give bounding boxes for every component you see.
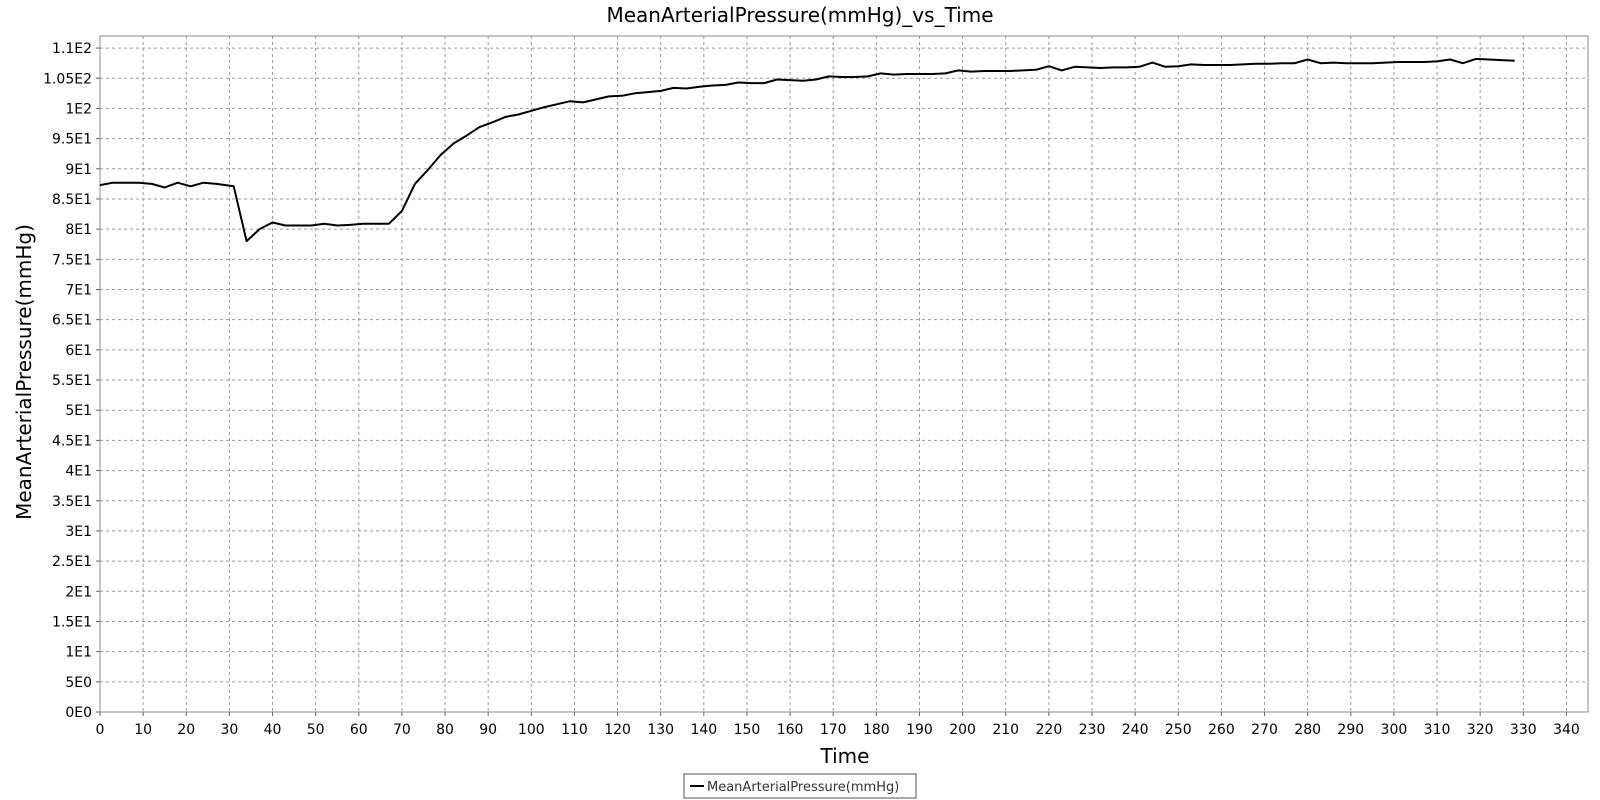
x-tick-label: 170	[820, 722, 847, 738]
x-tick-label: 150	[734, 722, 761, 738]
x-tick-label: 120	[604, 722, 631, 738]
series-layer	[99, 57, 1515, 243]
legend-label: MeanArterialPressure(mmHg)	[707, 780, 899, 795]
y-tick-label: 2E1	[65, 584, 92, 600]
y-tick-label: 5.5E1	[52, 373, 92, 389]
y-tick-label: 9.5E1	[52, 132, 92, 148]
x-tick-label: 110	[561, 722, 588, 738]
x-tick-label: 320	[1467, 722, 1494, 738]
y-tick-label: 5E0	[65, 675, 92, 691]
x-tick-label: 90	[479, 722, 497, 738]
x-tick-label: 130	[647, 722, 674, 738]
y-tick-label: 3.5E1	[52, 494, 92, 510]
x-tick-label: 270	[1251, 722, 1278, 738]
y-tick-label: 7.5E1	[52, 252, 92, 268]
y-tick-label: 2.5E1	[52, 554, 92, 570]
y-axis: 0E0 5E0 1E1 1.5E1 2E1 2.5E1 3E1 3.5E1 4E1 4.5E1 5E…	[43, 41, 100, 721]
x-axis-label: Time	[820, 744, 870, 768]
x-tick-label: 190	[906, 722, 933, 738]
x-tick-label: 40	[264, 722, 282, 738]
x-tick-label: 230	[1079, 722, 1106, 738]
grid	[99, 36, 1588, 713]
x-tick-label: 10	[134, 722, 152, 738]
x-tick-label: 100	[518, 722, 545, 738]
y-tick-label: 1.05E2	[43, 71, 92, 87]
y-tick-label: 1.5E1	[52, 614, 92, 630]
x-tick-label: 70	[393, 722, 411, 738]
x-tick-label: 330	[1510, 722, 1537, 738]
chart-title: MeanArterialPressure(mmHg)_vs_Time	[606, 3, 993, 27]
y-tick-label: 6.5E1	[52, 313, 92, 329]
y-tick-label: 3E1	[65, 524, 92, 540]
y-axis-label: MeanArterialPressure(mmHg)	[12, 224, 36, 520]
x-tick-label: 280	[1294, 722, 1321, 738]
x-tick-label: 60	[350, 722, 368, 738]
x-tick-label: 290	[1337, 722, 1364, 738]
x-tick-label: 160	[777, 722, 804, 738]
y-tick-label: 8.5E1	[52, 192, 92, 208]
x-tick-label: 220	[1036, 722, 1063, 738]
x-tick-label: 80	[436, 722, 454, 738]
x-tick-label: 300	[1381, 722, 1408, 738]
y-tick-label: 8E1	[65, 222, 92, 238]
series-line	[99, 57, 1515, 243]
x-tick-label: 30	[220, 722, 238, 738]
x-tick-label: 140	[690, 722, 717, 738]
x-tick-label: 340	[1553, 722, 1580, 738]
x-tick-label: 240	[1122, 722, 1149, 738]
y-tick-label: 1E1	[65, 645, 92, 661]
y-tick-label: 1E2	[65, 101, 92, 117]
x-tick-label: 200	[949, 722, 976, 738]
y-tick-label: 7E1	[65, 283, 92, 299]
y-tick-label: 6E1	[65, 343, 92, 359]
legend-box	[683, 773, 917, 799]
plot-area	[99, 35, 1589, 713]
y-tick-label: 4.5E1	[52, 433, 92, 449]
legend: MeanArterialPressure(mmHg)	[683, 773, 917, 799]
x-tick-label: 180	[863, 722, 890, 738]
y-tick-label: 9E1	[65, 162, 92, 178]
y-tick-label: 4E1	[65, 464, 92, 480]
y-tick-label: 5E1	[65, 403, 92, 419]
x-tick-label: 20	[177, 722, 195, 738]
x-tick-label: 210	[992, 722, 1019, 738]
x-tick-label: 260	[1208, 722, 1235, 738]
x-tick-label: 0	[96, 722, 105, 738]
x-axis: 0 10 20 30 40 50 60 70 80 90 100 110 120 130 140 150 160…	[96, 712, 1580, 738]
x-tick-label: 50	[307, 722, 325, 738]
y-tick-label: 0E0	[65, 705, 92, 721]
y-tick-label: 1.1E2	[52, 41, 92, 57]
x-tick-label: 310	[1424, 722, 1451, 738]
x-tick-label: 250	[1165, 722, 1192, 738]
